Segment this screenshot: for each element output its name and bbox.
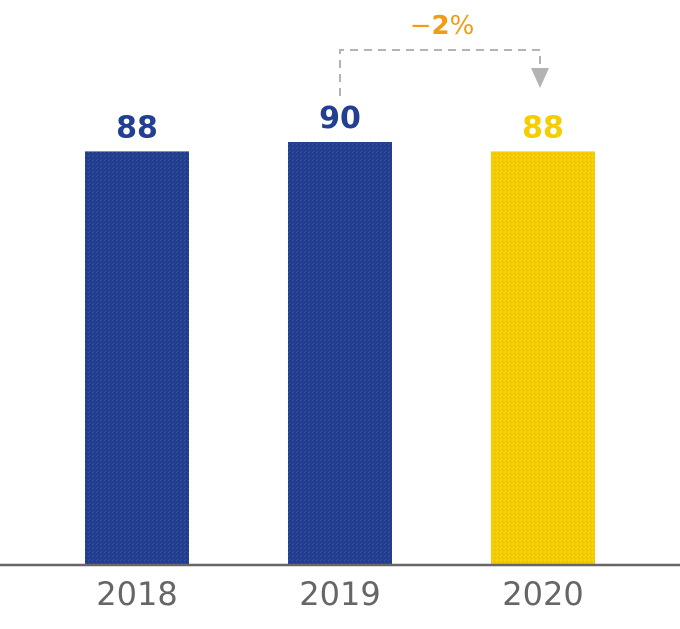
x-tick-label-2020: 2020 [502,575,583,613]
change-annotation: −2% [339,11,549,96]
value-labels-group: 88 90 88 [116,101,564,145]
x-tick-label-2018: 2018 [96,575,177,613]
change-label-value: 2 [431,11,449,41]
bar-textures-group [85,142,595,565]
bar-texture-2019 [288,142,392,565]
change-label-prefix: − [410,11,432,41]
value-label-2018: 88 [116,110,158,145]
change-label-suffix: % [450,11,475,41]
bar-texture-2018 [85,151,189,565]
change-arrow-path [339,49,541,96]
change-arrow-head [531,68,549,88]
bar-texture-2020 [491,151,595,565]
value-label-2019: 90 [319,101,361,136]
value-label-2020: 88 [522,110,564,145]
change-label: −2% [410,11,475,41]
x-tick-labels-group: 2018 2019 2020 [96,575,583,613]
x-tick-label-2019: 2019 [299,575,380,613]
